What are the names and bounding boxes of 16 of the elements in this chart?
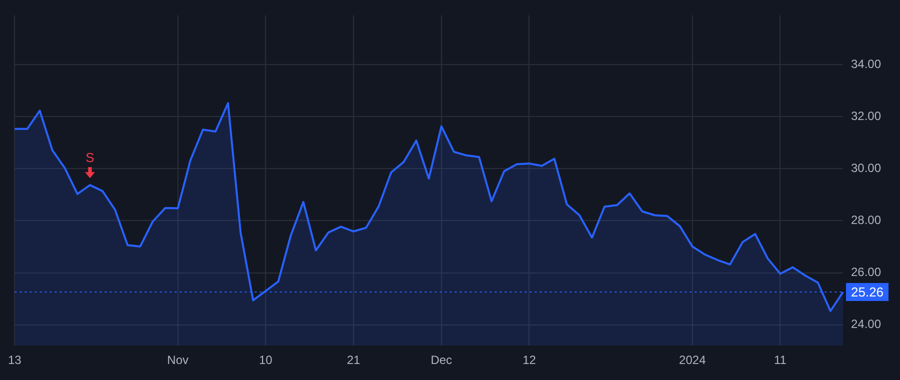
x-tick-label: 21 [346,353,361,368]
x-tick-label: Nov [167,353,188,368]
y-tick-label: 34.00 [851,56,882,71]
y-tick-label: 28.00 [851,213,882,228]
ref-line-label: 25.26 [851,284,884,300]
x-tick-label: 11 [774,353,787,368]
x-tick-label: 2024 [679,353,706,368]
y-tick-label: 26.00 [851,265,882,280]
x-tick-label: 13 [8,353,22,368]
y-tick-label: 30.00 [851,161,882,176]
y-tick-label: 32.00 [851,108,882,123]
x-tick-label: 10 [259,353,273,368]
x-tick-label: 12 [522,353,536,368]
annotation: S [86,150,95,166]
x-tick-label: Dec [430,353,452,368]
y-tick-label: 24.00 [851,317,882,332]
